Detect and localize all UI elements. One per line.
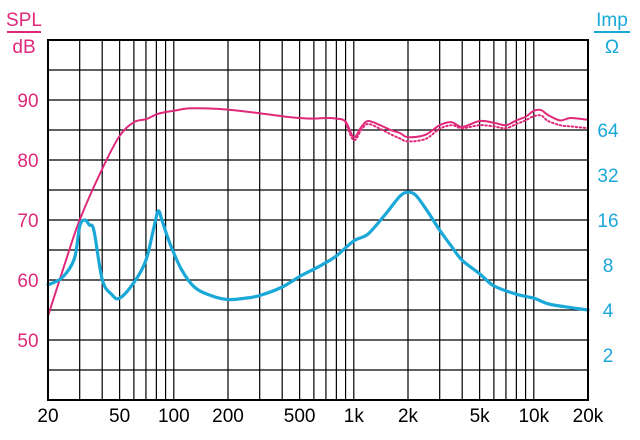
right-tick-labels: 2 4 8 16 32 64	[597, 121, 619, 367]
x-tick-label: 1k	[344, 406, 365, 427]
left-tick-labels: 50 60 70 80 90	[17, 91, 38, 352]
right-tick-label: 8	[603, 256, 614, 277]
right-tick-label: 4	[603, 301, 614, 322]
left-tick-label: 70	[17, 211, 38, 232]
x-tick-label: 50	[109, 406, 130, 427]
x-tick-label: 100	[158, 406, 190, 427]
left-axis-label: SPL dB	[6, 10, 42, 58]
left-tick-label: 60	[17, 271, 38, 292]
plot-frame	[47, 39, 589, 401]
spl-curve-solid	[47, 107, 589, 317]
impedance-curve	[46, 190, 590, 312]
x-tick-label: 10k	[518, 406, 549, 427]
right-tick-label: 32	[597, 166, 618, 187]
spl-curve-dotted	[344, 114, 589, 143]
right-tick-label: 2	[603, 346, 614, 367]
x-tick-label: 20k	[573, 406, 604, 427]
left-tick-label: 90	[17, 91, 38, 112]
right-axis-label-bottom: Ω	[605, 37, 619, 58]
x-tick-labels: 20 50 100 200 500 1k 2k 5k 10k 20k	[37, 406, 603, 427]
right-axis-label: Imp Ω	[594, 10, 630, 58]
left-tick-label: 80	[17, 151, 38, 172]
left-axis-label-bottom: dB	[12, 37, 35, 58]
right-tick-label: 16	[597, 211, 618, 232]
x-tick-label: 20	[37, 406, 58, 427]
right-tick-label: 64	[597, 121, 619, 142]
x-tick-label: 200	[212, 406, 244, 427]
left-tick-label: 50	[17, 331, 38, 352]
left-axis-label-top: SPL	[6, 10, 42, 31]
right-axis-label-top: Imp	[596, 10, 628, 31]
series-layer	[46, 107, 590, 317]
x-tick-label: 500	[284, 406, 316, 427]
x-tick-label: 5k	[470, 406, 491, 427]
x-tick-label: 2k	[398, 406, 419, 427]
